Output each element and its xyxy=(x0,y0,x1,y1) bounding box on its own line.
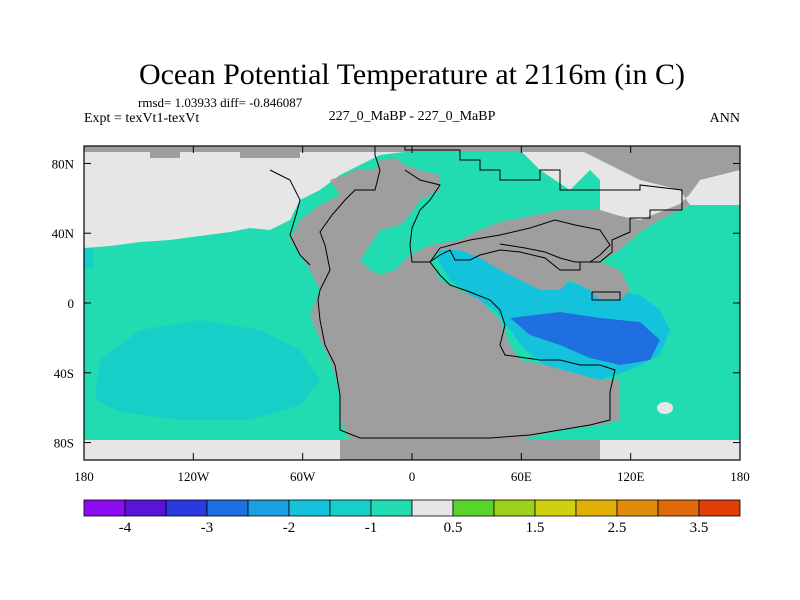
colorbar-swatch xyxy=(575,499,618,517)
tethys-mid-blue-region xyxy=(510,312,660,365)
coastline-east-islands xyxy=(591,291,621,301)
colorbar-label: -1 xyxy=(365,520,378,536)
southern-land-strip xyxy=(340,440,600,460)
colorbar-swatch xyxy=(534,499,577,517)
colorbar-swatch xyxy=(206,499,249,517)
chart-title: Ocean Potential Temperature at 2116m (in… xyxy=(139,58,685,91)
y-tick-label: 0 xyxy=(68,296,75,311)
left-coastal-patch xyxy=(84,248,94,268)
x-tick-label: 180 xyxy=(730,469,750,484)
colorbar-swatch xyxy=(370,499,413,517)
colorbar: -4 -3 -2 -1 0.5 1.5 2.5 3.5 xyxy=(83,499,741,536)
coastline-outer xyxy=(317,146,683,439)
y-tick-label: 80N xyxy=(52,156,75,171)
expt-label: Expt = texVt1-texVt xyxy=(84,111,199,126)
map-field xyxy=(84,146,740,460)
y-tick-label: 40N xyxy=(52,226,75,241)
y-tick-label: 40S xyxy=(54,366,74,381)
north-near-zero-region xyxy=(84,146,740,248)
season-label: ANN xyxy=(710,111,740,126)
case-label: 227_0_MaBP - 227_0_MaBP xyxy=(329,109,496,124)
colorbar-label: 1.5 xyxy=(526,520,545,536)
colorbar-label: -3 xyxy=(201,520,214,536)
northern-land-strip xyxy=(600,150,740,160)
supercontinent-land xyxy=(84,146,740,440)
x-tick-label: 120W xyxy=(177,469,210,484)
small-near-zero-patch xyxy=(657,402,673,414)
colorbar-label: 0.5 xyxy=(444,520,463,536)
colorbar-label: 2.5 xyxy=(608,520,627,536)
colorbar-swatch xyxy=(165,499,208,517)
colorbar-swatch xyxy=(329,499,372,517)
y-tick-label: 80S xyxy=(54,436,74,451)
x-tick-label: 60E xyxy=(511,469,532,484)
colorbar-swatch xyxy=(288,499,331,517)
colorbar-swatch xyxy=(411,499,454,517)
y-axis: 80N 40N 0 40S 80S xyxy=(52,156,740,451)
colorbar-label: 3.5 xyxy=(690,520,709,536)
x-axis: 180 120W 60W 0 60E 120E 180 xyxy=(74,146,750,484)
colorbar-swatch xyxy=(124,499,167,517)
coastline-inner xyxy=(404,169,611,263)
colorbar-label: -4 xyxy=(119,520,132,536)
atlantic-cyan-region xyxy=(95,320,320,420)
colorbar-swatch xyxy=(452,499,495,517)
colorbar-swatch xyxy=(657,499,700,517)
colorbar-swatch xyxy=(247,499,290,517)
colorbar-swatch xyxy=(83,499,126,517)
colorbar-label: -2 xyxy=(283,520,296,536)
colorbar-swatch xyxy=(616,499,659,517)
x-tick-label: 120E xyxy=(617,469,645,484)
x-tick-label: 0 xyxy=(409,469,416,484)
x-tick-label: 180 xyxy=(74,469,94,484)
colorbar-swatch xyxy=(493,499,536,517)
colorbar-swatch xyxy=(698,499,741,517)
coastline-west-islands xyxy=(269,169,311,266)
x-tick-label: 60W xyxy=(290,469,316,484)
stats-label: rmsd= 1.03933 diff= -0.846087 xyxy=(138,95,303,110)
